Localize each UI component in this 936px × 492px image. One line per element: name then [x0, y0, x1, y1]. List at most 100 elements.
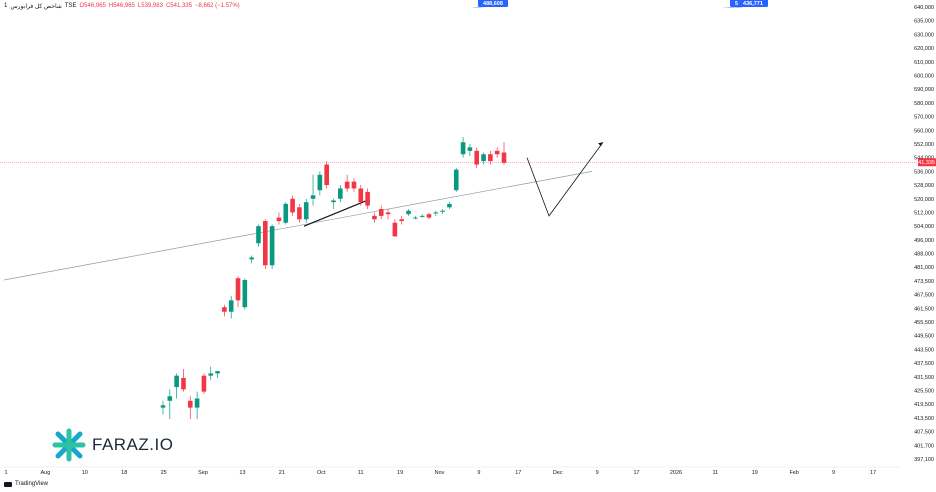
price-tick: 570,000 — [914, 115, 934, 121]
candle-body — [453, 169, 459, 191]
candle-body — [331, 200, 336, 203]
candle-body — [242, 280, 248, 308]
candle-body — [488, 154, 493, 162]
faraz-logo-icon — [52, 428, 86, 462]
price-tick: 419,500 — [914, 402, 934, 408]
price-tick: 630,000 — [914, 32, 934, 38]
candle-body — [351, 181, 357, 189]
candle-body — [222, 307, 227, 312]
price-tick: 635,000 — [914, 19, 934, 25]
candle-body — [181, 377, 186, 390]
candle-body — [297, 207, 302, 220]
price-tick: 528,000 — [914, 183, 934, 189]
time-tick: 17 — [633, 470, 639, 476]
exchange: TSE — [64, 3, 77, 9]
candle-body — [235, 278, 241, 301]
time-tick: Dec — [553, 470, 563, 476]
candle-body — [228, 300, 234, 312]
price-tick: 467,500 — [914, 293, 934, 299]
candle-body — [303, 202, 309, 220]
candle-body — [249, 257, 254, 260]
time-tick: 11 — [713, 470, 719, 476]
tradingview-logo[interactable]: TradingView — [4, 481, 48, 487]
time-tick: Oct — [317, 470, 326, 476]
price-tick: 455,500 — [914, 320, 934, 326]
candle-body — [263, 221, 268, 266]
candle-body — [481, 154, 486, 162]
price-tick: 443,500 — [914, 347, 934, 353]
candle-body — [208, 373, 214, 376]
candle-body — [460, 142, 466, 155]
faraz-watermark: FARAZ.IO — [52, 428, 173, 462]
time-tick: 13 — [239, 470, 245, 476]
trend-line — [3, 171, 593, 281]
candle-body — [406, 210, 411, 215]
price-tick: 397,100 — [914, 457, 934, 463]
last-price-box — [918, 158, 936, 167]
zone-label-box — [478, 0, 508, 7]
candle-body — [256, 226, 261, 244]
time-tick: Nov — [435, 470, 445, 476]
ohlc-close: C541,335 — [165, 3, 192, 9]
zone-label-pointer — [470, 7, 484, 8]
candle-body — [194, 398, 200, 408]
candle-body — [338, 188, 343, 199]
time-tick: 21 — [279, 470, 285, 476]
candle-body — [378, 209, 384, 216]
time-tick: 17 — [515, 470, 521, 476]
zone-label-pointer — [730, 7, 744, 8]
time-tick: 9 — [832, 470, 835, 476]
price-tick: 481,000 — [914, 265, 934, 271]
price-tick: 536,000 — [914, 169, 934, 175]
candle-body — [385, 212, 391, 215]
candle-body — [344, 181, 350, 189]
candle-body — [269, 226, 275, 266]
time-tick: Feb — [789, 470, 798, 476]
price-tick: 640,000 — [914, 5, 934, 11]
price-tick: 413,500 — [914, 416, 934, 422]
candle-body — [494, 150, 500, 155]
candle-body — [501, 152, 507, 163]
trend-line-short — [303, 199, 368, 227]
price-tick: 437,500 — [914, 361, 934, 367]
projection-arrow — [598, 142, 603, 147]
ohlc-high: H546,965 — [108, 3, 135, 9]
candle-body — [433, 212, 439, 214]
candle-body — [474, 150, 480, 165]
price-tick: 560,000 — [914, 128, 934, 134]
candle-body — [413, 217, 418, 219]
zone-label-pointer — [722, 7, 736, 8]
price-tick: 473,500 — [914, 279, 934, 285]
time-tick: 17 — [870, 470, 876, 476]
zone-label-box — [738, 0, 768, 7]
ohlc-low: L539,983 — [137, 3, 163, 9]
candle-body — [276, 217, 282, 222]
price-tick: 431,500 — [914, 375, 934, 381]
price-tick: 461,500 — [914, 306, 934, 312]
time-tick: 19 — [752, 470, 758, 476]
price-tick: 620,000 — [914, 46, 934, 52]
timeframe[interactable]: 1 — [4, 3, 8, 9]
symbol-name[interactable]: شاخص کل فرابورس — [10, 4, 62, 10]
candle-body — [215, 371, 220, 374]
last-price-label: 541,335 — [915, 160, 935, 166]
chart-header: 1 شاخص کل فرابورس TSE O546,965 H546,965 … — [4, 3, 240, 10]
candle-body — [167, 396, 173, 401]
candle-body — [310, 195, 316, 199]
candle-body — [440, 210, 445, 212]
candle-body — [392, 222, 398, 237]
tradingview-icon — [4, 481, 12, 487]
projection-path — [526, 142, 604, 217]
price-tick: 512,000 — [914, 210, 934, 216]
price-tick: 449,500 — [914, 334, 934, 340]
candle-body — [419, 215, 425, 217]
time-tick: 11 — [358, 470, 364, 476]
candle-body — [290, 198, 295, 213]
candle-body — [426, 214, 432, 218]
candle-body — [365, 191, 370, 206]
candle-body — [160, 405, 166, 408]
candle-body — [324, 164, 329, 186]
candle-body — [187, 400, 193, 408]
time-tick: 9 — [477, 470, 480, 476]
